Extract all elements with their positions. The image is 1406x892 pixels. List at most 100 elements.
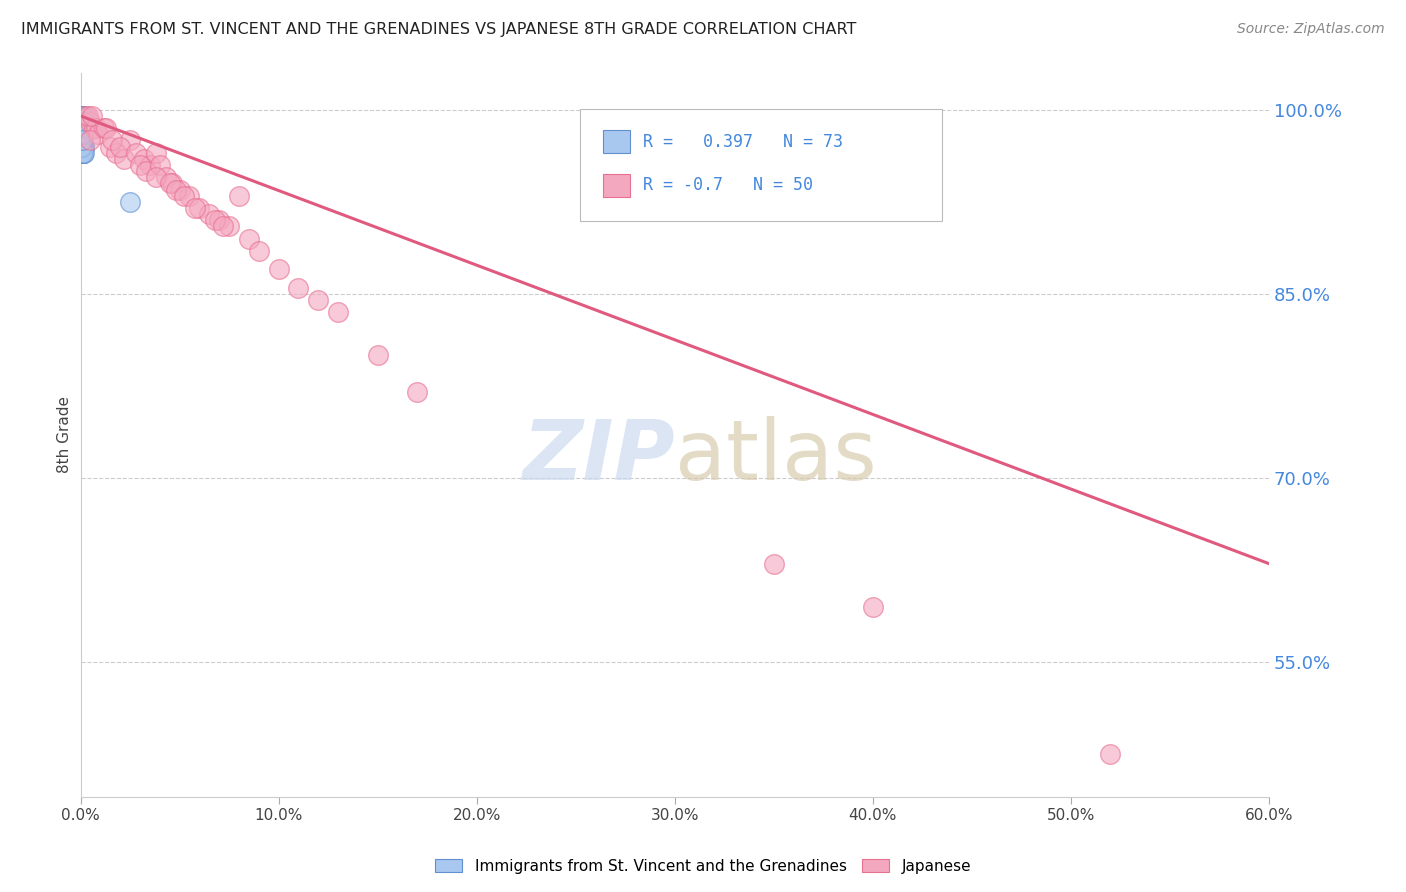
Point <box>72 128 94 142</box>
FancyBboxPatch shape <box>603 130 630 153</box>
Point <box>155 170 177 185</box>
Point <box>72 133 94 147</box>
Point <box>112 152 135 166</box>
Point <box>72 115 94 129</box>
Point <box>198 207 221 221</box>
Point <box>326 305 349 319</box>
Point <box>87 128 110 142</box>
Point <box>101 133 124 147</box>
Point <box>145 170 167 185</box>
Point <box>73 145 96 160</box>
Y-axis label: 8th Grade: 8th Grade <box>58 396 72 474</box>
Point <box>228 188 250 202</box>
FancyBboxPatch shape <box>579 109 942 221</box>
Point <box>145 145 167 160</box>
Point <box>159 177 181 191</box>
FancyBboxPatch shape <box>603 174 630 197</box>
Point <box>139 158 162 172</box>
Point <box>135 164 157 178</box>
Point <box>72 133 94 147</box>
Point <box>72 139 94 153</box>
Point <box>72 145 94 160</box>
Point <box>73 139 96 153</box>
Text: ZIP: ZIP <box>522 416 675 497</box>
Point <box>218 219 240 234</box>
Point <box>72 145 94 160</box>
Point <box>70 145 93 160</box>
Point <box>367 348 389 362</box>
Point <box>70 115 93 129</box>
Point <box>70 139 93 153</box>
Point <box>72 133 94 147</box>
Point <box>70 115 93 129</box>
Text: Source: ZipAtlas.com: Source: ZipAtlas.com <box>1237 22 1385 37</box>
Point <box>72 145 94 160</box>
Point <box>70 121 93 136</box>
Point <box>105 145 128 160</box>
Point <box>86 121 108 136</box>
Point <box>72 139 94 153</box>
Point <box>72 115 94 129</box>
Point <box>72 128 94 142</box>
Text: IMMIGRANTS FROM ST. VINCENT AND THE GRENADINES VS JAPANESE 8TH GRADE CORRELATION: IMMIGRANTS FROM ST. VINCENT AND THE GREN… <box>21 22 856 37</box>
Point <box>212 219 235 234</box>
Point <box>70 139 93 153</box>
Point <box>70 128 93 142</box>
Point <box>179 188 201 202</box>
Point <box>70 128 93 142</box>
Point <box>118 194 141 209</box>
Point <box>79 133 101 147</box>
Legend: Immigrants from St. Vincent and the Grenadines, Japanese: Immigrants from St. Vincent and the Gren… <box>429 853 977 880</box>
Point <box>70 133 93 147</box>
Text: atlas: atlas <box>675 416 876 497</box>
Point <box>73 139 96 153</box>
Point <box>72 128 94 142</box>
Point <box>70 121 93 136</box>
Point <box>204 213 226 227</box>
Point <box>70 145 93 160</box>
Point <box>72 109 94 123</box>
Point <box>238 231 260 245</box>
Point <box>72 115 94 129</box>
Point <box>72 121 94 136</box>
Point <box>72 133 94 147</box>
Point <box>149 158 172 172</box>
Point <box>70 109 93 123</box>
Point <box>72 121 94 136</box>
Point <box>72 128 94 142</box>
Point <box>287 280 309 294</box>
Point <box>72 145 94 160</box>
Text: R =   0.397   N = 73: R = 0.397 N = 73 <box>643 133 842 151</box>
Point <box>132 152 155 166</box>
Point <box>169 182 191 196</box>
Point <box>93 121 115 136</box>
Point <box>72 121 94 136</box>
Point <box>70 121 93 136</box>
Point <box>1099 747 1122 761</box>
Point <box>70 121 93 136</box>
Point <box>72 133 94 147</box>
Point <box>83 121 105 136</box>
Point <box>762 557 785 571</box>
Point <box>96 121 118 136</box>
Point <box>72 115 94 129</box>
Point <box>108 139 131 153</box>
Point <box>188 201 211 215</box>
Point <box>77 109 100 123</box>
Point <box>70 133 93 147</box>
Point <box>72 128 94 142</box>
Point <box>72 128 94 142</box>
Point <box>72 128 94 142</box>
Point <box>70 133 93 147</box>
Point <box>70 121 93 136</box>
Point <box>118 133 141 147</box>
Point <box>184 201 207 215</box>
Point <box>70 133 93 147</box>
Point <box>72 139 94 153</box>
Point <box>72 115 94 129</box>
Point <box>72 128 94 142</box>
Point <box>160 177 183 191</box>
Point <box>125 145 148 160</box>
Point <box>72 115 94 129</box>
Point <box>72 133 94 147</box>
